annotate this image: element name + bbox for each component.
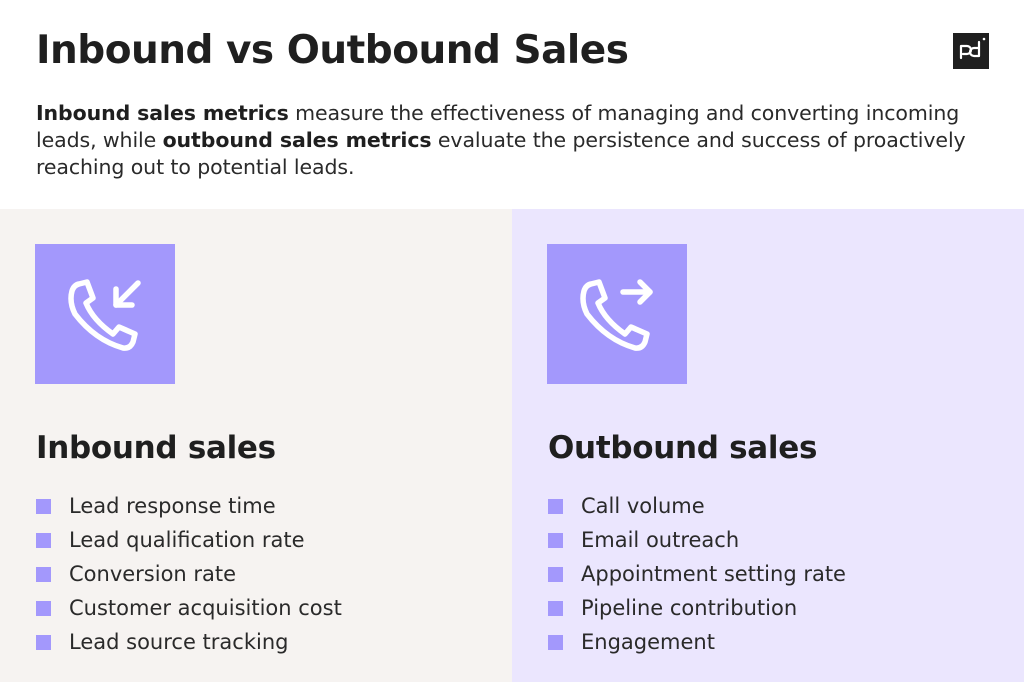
list-item-label: Conversion rate [69,562,237,586]
page-title: Inbound vs Outbound Sales [36,28,629,73]
list-item: Lead qualification rate [36,523,342,557]
list-item: Conversion rate [36,557,342,591]
list-item-label: Engagement [581,630,715,654]
list-item: Lead response time [36,489,342,523]
inbound-title: Inbound sales [36,430,276,466]
intro-text-1: measure the effectiveness of managing an… [36,101,960,152]
bullet-square-icon [548,532,563,548]
list-item: Lead source tracking [36,625,342,659]
list-item-label: Appointment setting rate [581,562,846,586]
bullet-square-icon [548,600,563,616]
pd-logo-icon [953,33,989,69]
intro-bold-inbound: Inbound sales metrics [36,101,289,125]
outbound-panel: Outbound sales Call volume Email outreac… [512,209,1024,682]
list-item-label: Lead source tracking [69,630,289,654]
list-item: Engagement [548,625,846,659]
intro-paragraph: Inbound sales metrics measure the effect… [36,100,996,181]
intro-text-2: evaluate the persistence and success of … [36,128,966,179]
list-item: Pipeline contribution [548,591,846,625]
bullet-square-icon [36,532,51,548]
list-item-label: Call volume [581,494,705,518]
outbound-title: Outbound sales [548,430,818,466]
bullet-square-icon [36,566,51,582]
inbound-panel: Inbound sales Lead response time Lead qu… [0,209,512,682]
outbound-metrics: Call volume Email outreach Appointment s… [548,489,846,659]
list-item-label: Lead qualification rate [69,528,305,552]
bullet-square-icon [36,498,51,514]
list-item: Customer acquisition cost [36,591,342,625]
list-item-label: Email outreach [581,528,740,552]
incoming-call-icon [35,244,175,384]
list-item: Appointment setting rate [548,557,846,591]
list-item-label: Customer acquisition cost [69,596,342,620]
list-item-label: Pipeline contribution [581,596,798,620]
bullet-square-icon [36,634,51,650]
list-item-label: Lead response time [69,494,276,518]
bullet-square-icon [548,498,563,514]
intro-bold-outbound: outbound sales metrics [162,128,432,152]
list-item: Email outreach [548,523,846,557]
bullet-square-icon [36,600,51,616]
inbound-metrics: Lead response time Lead qualification ra… [36,489,342,659]
bullet-square-icon [548,566,563,582]
bullet-square-icon [548,634,563,650]
list-item: Call volume [548,489,846,523]
outgoing-call-icon [547,244,687,384]
